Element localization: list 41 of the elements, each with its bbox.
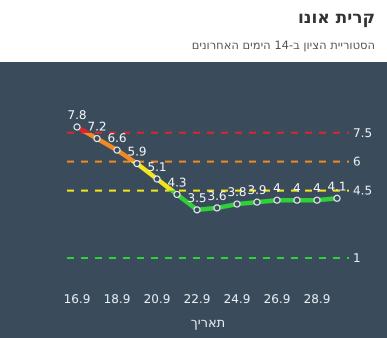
- x-tick-label: 16.9: [64, 292, 90, 306]
- point: [273, 196, 281, 204]
- point: [113, 146, 121, 154]
- chart-subtitle: הסטוריית הציון ב-14 הימים האחרונים: [192, 38, 375, 52]
- x-tick-label: 26.9: [264, 292, 290, 306]
- ref-line-label: 4.5: [353, 184, 372, 198]
- point: [233, 200, 241, 208]
- data-label: 3.6: [207, 188, 227, 203]
- data-label: 7.8: [67, 108, 87, 122]
- data-label: 3.5: [187, 190, 207, 205]
- data-label: 3.9: [247, 183, 267, 198]
- x-tick-label: 24.9: [224, 292, 250, 306]
- data-label: 4: [273, 181, 281, 196]
- point: [73, 123, 81, 131]
- x-tick-label: 18.9: [104, 292, 130, 306]
- x-tick-label: 22.9: [184, 292, 210, 306]
- ref-line-label: 7.5: [353, 126, 372, 140]
- chart-title: קרית אונו: [298, 8, 375, 28]
- x-axis-title: תאריך: [190, 316, 226, 331]
- data-label: 3.8: [227, 185, 247, 200]
- point: [193, 206, 201, 214]
- point: [153, 175, 161, 183]
- data-label: 4.3: [167, 175, 187, 190]
- data-label: 7.2: [87, 120, 107, 134]
- data-label: 4.1: [327, 179, 347, 194]
- point: [133, 160, 141, 168]
- point: [173, 190, 181, 198]
- point: [253, 198, 261, 206]
- point: [213, 204, 221, 212]
- ref-line-label: 1: [353, 251, 361, 265]
- data-label: 5.9: [127, 144, 147, 159]
- point: [293, 196, 301, 204]
- x-tick-label: 20.9: [144, 292, 170, 306]
- point: [313, 196, 321, 204]
- data-label: 5.1: [147, 160, 167, 174]
- point: [333, 194, 341, 202]
- point: [93, 134, 101, 142]
- x-tick-label: 28.9: [304, 292, 330, 306]
- ref-line-label: 6: [353, 154, 361, 169]
- data-label: 4: [313, 181, 321, 196]
- data-label: 6.6: [107, 131, 127, 146]
